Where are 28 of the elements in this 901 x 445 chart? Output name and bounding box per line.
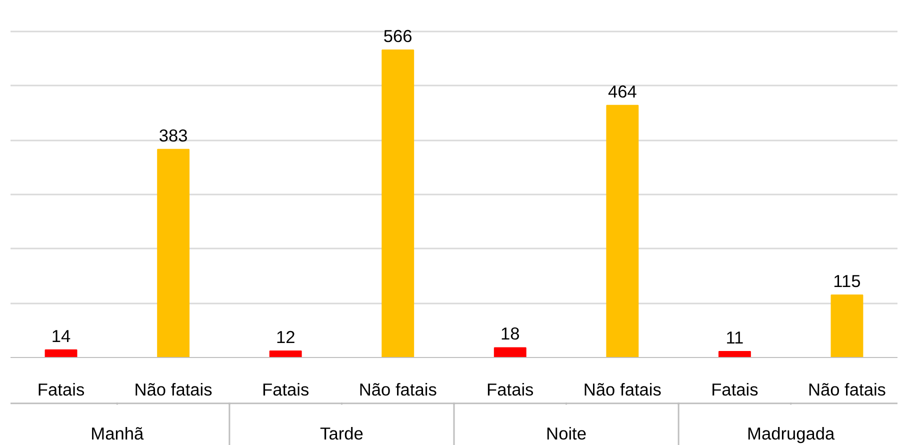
data-label: 11 <box>726 328 744 348</box>
data-label: 18 <box>500 324 520 344</box>
text: Noite <box>546 423 587 444</box>
bar <box>718 351 751 358</box>
text: Tarde <box>320 423 364 444</box>
data-label: 115 <box>833 271 861 292</box>
data-label: 566 <box>383 26 412 46</box>
bar <box>157 148 190 358</box>
bar <box>606 104 639 358</box>
data-label: 14 <box>51 326 72 346</box>
bar <box>382 50 414 358</box>
text: Manhã <box>90 423 144 444</box>
x-tick-label: Fatais <box>711 380 759 400</box>
data-label: 12 <box>276 326 296 347</box>
bar <box>44 349 78 358</box>
bar <box>830 294 864 358</box>
x-tick-label: Fatais <box>486 380 534 400</box>
bar <box>269 350 302 358</box>
x-tick-label: Não fatais <box>808 380 886 400</box>
x-tick-label: Fatais <box>37 380 85 400</box>
x-tick-label: Não fatais <box>134 380 213 400</box>
text: Madrugada <box>747 423 836 444</box>
data-label: 464 <box>608 81 638 102</box>
x-tick-label: Não fatais <box>583 380 662 400</box>
bar <box>494 347 526 358</box>
x-tick-label: Fatais <box>262 380 310 400</box>
data-label: 383 <box>158 125 188 146</box>
x-tick-label: Não fatais <box>358 380 438 400</box>
